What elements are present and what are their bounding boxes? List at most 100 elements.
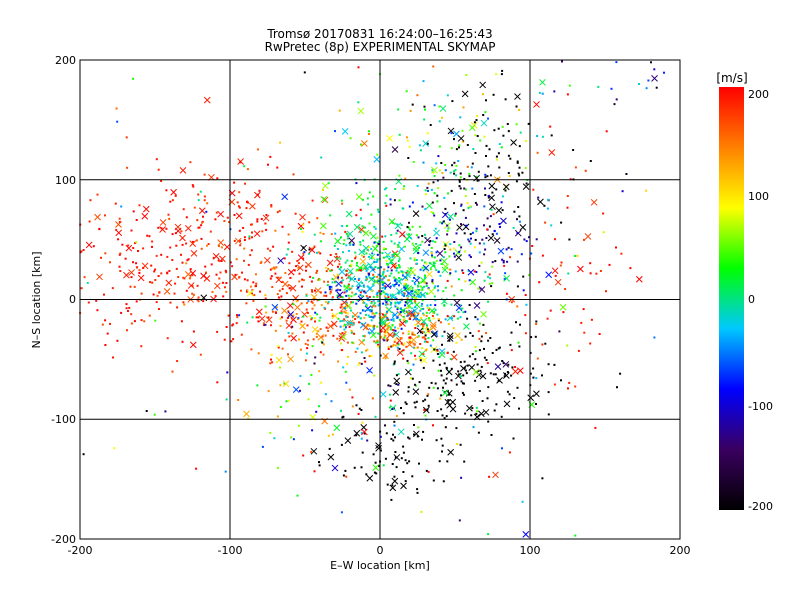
data-point-dot <box>283 382 286 385</box>
data-point-dot <box>354 292 357 295</box>
data-point-dot <box>430 381 433 384</box>
data-point-dot <box>398 277 401 279</box>
data-point-dot <box>369 231 372 234</box>
data-point-dot <box>462 272 465 274</box>
data-point-dot <box>454 270 457 273</box>
data-point-dot <box>158 308 160 310</box>
data-point-dot <box>337 317 340 320</box>
data-point-dot <box>508 393 511 396</box>
data-point-dot <box>491 233 494 236</box>
data-point-dot <box>437 187 440 190</box>
data-point-dot <box>458 278 460 281</box>
data-point-dot <box>373 471 376 474</box>
data-point-dot <box>191 240 194 243</box>
data-point-dot <box>410 302 413 305</box>
data-point-dot <box>157 168 160 171</box>
data-point-dot <box>237 399 240 401</box>
data-point-dot <box>388 274 391 277</box>
data-point-dot <box>566 195 569 197</box>
data-point-dot <box>199 353 202 356</box>
data-point-dot <box>468 172 471 175</box>
data-point-dot <box>334 232 337 235</box>
data-point-cross <box>344 319 352 327</box>
data-point-dot <box>424 398 427 401</box>
data-point-dot <box>343 310 346 313</box>
data-point-dot <box>299 389 301 392</box>
data-point-dot <box>427 287 430 290</box>
data-point-dot <box>351 341 354 344</box>
data-point-dot <box>306 339 309 342</box>
data-point-dot <box>253 294 256 297</box>
data-point-dot <box>523 238 526 241</box>
colorbar-gradient <box>719 87 744 510</box>
data-point-cross <box>416 327 424 335</box>
data-point-dot <box>302 315 305 318</box>
data-point-dot <box>389 285 392 288</box>
data-point-dot <box>501 258 504 261</box>
data-point-dot <box>441 116 443 119</box>
data-point-dot <box>518 215 521 218</box>
data-point-dot <box>427 330 430 333</box>
data-point-cross <box>372 464 380 471</box>
data-point-dot <box>450 147 453 150</box>
data-point-dot <box>218 245 220 248</box>
data-point-dot <box>257 352 260 355</box>
data-point-cross <box>405 290 413 297</box>
data-point-dot <box>382 302 385 305</box>
data-point-cross <box>277 257 285 265</box>
data-point-cross <box>292 386 300 393</box>
data-point-dot <box>500 201 503 204</box>
data-point-dot <box>417 252 420 254</box>
data-point-dot <box>407 226 410 229</box>
data-point-dot <box>319 328 322 331</box>
data-point-dot <box>432 359 435 362</box>
data-point-dot <box>417 236 420 239</box>
data-point-dot <box>470 414 473 417</box>
data-point-dot <box>346 286 349 289</box>
data-point-dot <box>566 344 569 347</box>
data-point-dot <box>350 271 353 274</box>
data-point-dot <box>403 245 406 248</box>
data-point-dot <box>326 284 329 287</box>
data-point-dot <box>373 374 376 377</box>
data-point-dot <box>446 224 449 227</box>
data-point-dot <box>425 282 428 285</box>
data-point-cross <box>203 96 211 104</box>
data-point-dot <box>393 333 396 336</box>
data-point-dot <box>450 132 453 135</box>
data-point-cross <box>407 266 414 274</box>
data-point-dot <box>495 232 498 235</box>
data-point-dot <box>313 233 316 236</box>
data-point-dot <box>537 196 540 199</box>
data-point-dot <box>488 282 491 285</box>
data-point-dot <box>509 157 512 160</box>
data-point-dot <box>605 130 608 133</box>
data-point-dot <box>463 382 465 385</box>
data-point-dot <box>423 340 426 343</box>
data-point-cross <box>455 304 463 312</box>
data-point-dot <box>243 247 246 250</box>
data-point-cross <box>449 405 457 413</box>
data-point-dot <box>228 221 230 224</box>
data-point-dot <box>373 315 376 318</box>
data-point-dot <box>417 426 420 429</box>
data-point-dot <box>374 227 377 230</box>
data-point-dot <box>238 314 241 317</box>
data-point-dot <box>433 311 436 313</box>
data-point-cross <box>184 224 192 232</box>
data-point-dot <box>409 377 412 380</box>
data-point-dot <box>264 297 267 300</box>
data-point-dot <box>278 289 281 292</box>
data-point-dot <box>389 326 392 329</box>
data-point-dot <box>357 66 360 69</box>
data-point-dot <box>393 253 396 255</box>
data-point-dot <box>471 231 474 234</box>
data-point-dot <box>133 285 136 288</box>
data-point-dot <box>269 362 272 365</box>
data-point-dot <box>487 533 490 536</box>
data-point-dot <box>479 369 482 372</box>
data-point-dot <box>397 264 400 266</box>
data-point-cross <box>400 482 407 490</box>
data-point-dot <box>319 316 322 319</box>
data-point-dot <box>414 301 417 304</box>
